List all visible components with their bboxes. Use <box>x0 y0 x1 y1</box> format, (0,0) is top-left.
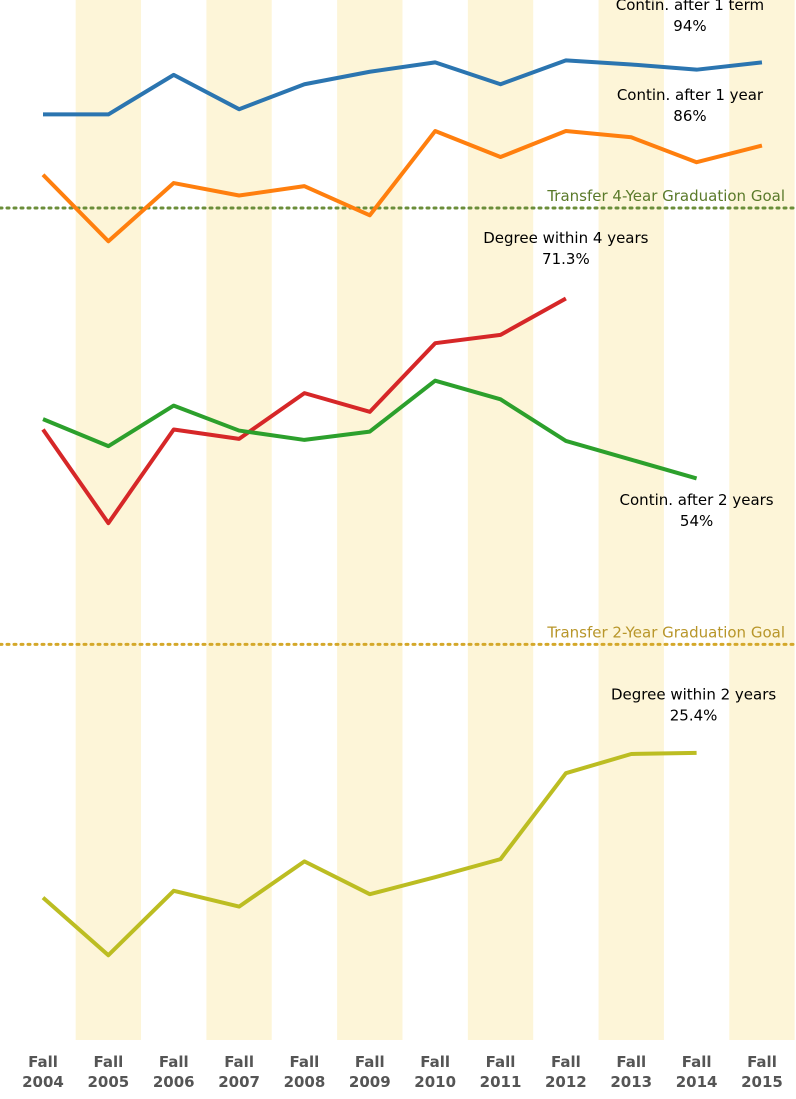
x-tick-label: Fall 2014 <box>675 1053 718 1091</box>
x-tick-label: Fall 2004 <box>22 1053 64 1091</box>
goal-label: Transfer 2-Year Graduation Goal <box>546 623 785 641</box>
series-name: Contin. after 1 term <box>616 0 764 14</box>
column-band <box>206 0 272 1040</box>
x-tick-label: Fall 2015 <box>741 1053 783 1091</box>
value-label: 86% <box>673 107 706 125</box>
x-tick-label: Fall 2008 <box>283 1053 326 1091</box>
column-band <box>729 0 795 1040</box>
series-line <box>41 296 567 526</box>
x-tick-label: Fall 2013 <box>610 1053 653 1091</box>
goal-label: Transfer 4-Year Graduation Goal <box>546 187 785 205</box>
series-name: Degree within 2 years <box>611 685 776 703</box>
value-label: 94% <box>673 17 706 35</box>
series-line <box>41 129 763 244</box>
x-tick-label: Fall 2010 <box>414 1053 457 1091</box>
series-name: Contin. after 2 years <box>620 491 774 509</box>
series-line <box>41 750 697 958</box>
value-label: 54% <box>680 512 713 530</box>
series-line <box>43 58 763 117</box>
value-label: 71.3% <box>542 250 590 268</box>
x-tick-label: Fall 2009 <box>348 1053 391 1091</box>
x-tick-label: Fall 2007 <box>218 1053 260 1091</box>
x-tick-label: Fall 2012 <box>545 1053 587 1091</box>
series-name: Degree within 4 years <box>483 229 648 247</box>
value-label: 25.4% <box>670 706 718 724</box>
column-band <box>598 0 664 1040</box>
x-tick-label: Fall 2005 <box>87 1053 130 1091</box>
column-band <box>337 0 403 1040</box>
x-tick-label: Fall 2011 <box>479 1053 522 1091</box>
series-line <box>42 378 698 481</box>
x-tick-label: Fall 2006 <box>152 1053 195 1091</box>
series-name: Contin. after 1 year <box>617 86 764 104</box>
